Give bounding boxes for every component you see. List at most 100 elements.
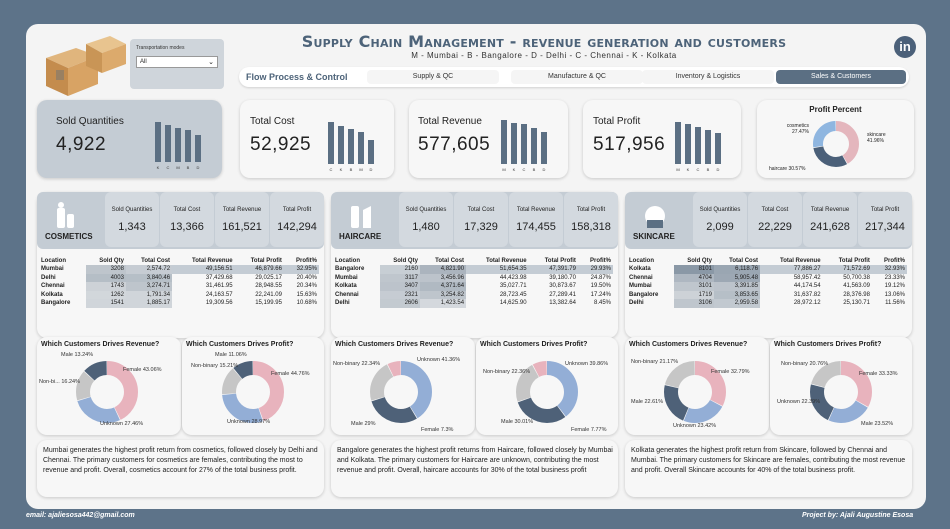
- donut-slice[interactable]: [664, 361, 726, 423]
- table-cell: Mumbai: [41, 266, 64, 273]
- table-cell: 41,563.09: [843, 283, 870, 290]
- table-cell: Delhi: [629, 300, 644, 307]
- section-cosmetics: COSMETICS Sold Quantities 1,343 Total Cost 1…: [37, 192, 324, 338]
- column-header[interactable]: Profit%: [884, 257, 905, 264]
- table-row[interactable]: Bangalore 1541 1,885.17 19,309.56 15,199.95 1…: [39, 299, 319, 308]
- donut-slice[interactable]: [810, 361, 872, 423]
- donut-slice[interactable]: [76, 361, 138, 423]
- stat-value: 161,521: [222, 221, 262, 233]
- kpi-label: Sold Quantities: [56, 116, 124, 127]
- tab-manufacture-qc[interactable]: Manufacture & QC: [511, 70, 643, 84]
- table-cell: 2,574.72: [125, 265, 173, 274]
- donut-label: Male 22.61%: [631, 399, 664, 405]
- donut-slice[interactable]: [664, 361, 726, 423]
- profit-customers-card: Which Customers Drives Profit?: [476, 337, 618, 435]
- table-cell: Bangalore: [629, 291, 659, 298]
- transport-mode-select[interactable]: All ⌄: [136, 56, 218, 68]
- mini-tick-label: D: [716, 167, 720, 172]
- column-header[interactable]: Profit%: [296, 257, 317, 264]
- mini-bar: [368, 139, 374, 164]
- column-header[interactable]: Total Profit: [250, 257, 282, 264]
- column-header[interactable]: Total Revenue: [485, 257, 527, 264]
- column-header[interactable]: Total Revenue: [779, 257, 821, 264]
- donut-slice[interactable]: [370, 361, 432, 423]
- column-header[interactable]: Location: [41, 257, 66, 264]
- linkedin-icon[interactable]: in: [894, 36, 916, 58]
- table-row[interactable]: Kolkata 3407 4,371.64 35,027.71 30,873.67 19.…: [333, 282, 613, 291]
- column-header[interactable]: Total Cost: [729, 257, 759, 264]
- insight-text: Bangalore generates the highest profit r…: [337, 447, 613, 474]
- table-cell: Chennai: [41, 283, 65, 290]
- table-row[interactable]: Kolkata 1262 1,791.34 24,163.57 22,241.09 15.…: [39, 290, 319, 299]
- table-row[interactable]: Chennai 1743 3,274.71 31,461.95 28,948.55 20.…: [39, 282, 319, 291]
- column-header[interactable]: Profit%: [590, 257, 611, 264]
- table-cell: 27,289.41: [549, 291, 576, 298]
- donut-slice[interactable]: [222, 361, 284, 423]
- column-header[interactable]: Total Cost: [141, 257, 171, 264]
- table-row[interactable]: Delhi 2606 1,423.54 14,625.90 13,382.64 8.45%: [333, 299, 613, 308]
- column-header[interactable]: Total Profit: [544, 257, 576, 264]
- table-row[interactable]: Mumbai 3101 3,391.85 44,174.54 41,563.09 19.1…: [627, 282, 907, 291]
- table-cell: 10.68%: [296, 300, 317, 307]
- table-cell: 2606: [379, 299, 420, 308]
- donut-slice[interactable]: [222, 361, 284, 423]
- table-cell: 15.63%: [296, 291, 317, 298]
- table-cell: 4003: [85, 273, 126, 282]
- table-row[interactable]: Kolkata 8101 6,118.76 77,886.27 71,572.69 32.…: [627, 265, 907, 274]
- donut-slice[interactable]: [370, 361, 432, 423]
- table-cell: 24.87%: [590, 274, 611, 281]
- donut-slice[interactable]: [76, 361, 138, 423]
- table-row[interactable]: Chennai 4704 5,905.48 58,957.42 50,700.38 23.…: [627, 273, 907, 282]
- column-header[interactable]: Total Profit: [838, 257, 870, 264]
- donut-slice[interactable]: [516, 361, 578, 423]
- donut-slice[interactable]: [516, 361, 578, 423]
- table-row[interactable]: Mumbai 3117 3,456.96 44,423.98 39,180.70 24.8…: [333, 273, 613, 282]
- column-header[interactable]: Location: [629, 257, 654, 264]
- column-header[interactable]: Total Revenue: [191, 257, 233, 264]
- table-cell: 11.56%: [885, 300, 905, 307]
- donut-slice[interactable]: [664, 361, 726, 423]
- cosmetics-icon: [57, 202, 74, 228]
- mini-bar: [705, 129, 711, 164]
- donut-slice[interactable]: [222, 361, 284, 423]
- table-cell: 28,723.45: [499, 291, 527, 298]
- footer-email: email: ajaliesosa442@gmail.com: [26, 512, 135, 519]
- tab-sales-customers[interactable]: Sales & Customers: [776, 70, 906, 84]
- donut-label: Non-bi... 16.24%: [39, 379, 80, 385]
- donut-slice[interactable]: [810, 361, 872, 423]
- table-row[interactable]: Bangalore 2160 4,821.90 51,654.35 47,391.79 2…: [333, 265, 613, 274]
- donut-label: Male 29%: [351, 421, 376, 427]
- table-row[interactable]: Delhi 4003 3,840.46 37,429.68 29,025.17 20.40…: [39, 273, 319, 282]
- stat-label: Total Revenue: [810, 207, 850, 213]
- donut-slice[interactable]: [813, 121, 859, 167]
- column-header[interactable]: Sold Qty: [687, 257, 712, 264]
- column-header[interactable]: Sold Qty: [393, 257, 418, 264]
- location-table: Location Sold Qty Total Cost Total Revenue T…: [333, 256, 613, 308]
- table-row[interactable]: Bangalore 1719 3,853.65 31,637.82 28,376.98 1…: [627, 290, 907, 299]
- profit-percent-card: Profit Percent cosmetics 27.47% skincare 4…: [757, 100, 914, 178]
- table-row[interactable]: Mumbai 3208 2,574.72 49,156.51 46,879.66 32.9…: [39, 265, 319, 274]
- table-row[interactable]: Delhi 3106 2,959.58 28,972.12 25,130.71 11.56…: [627, 299, 907, 308]
- table-cell: 2321: [379, 290, 420, 299]
- donut-slice[interactable]: [516, 361, 578, 423]
- flow-label: Flow Process & Control: [246, 72, 348, 82]
- donut-slice[interactable]: [370, 361, 432, 423]
- stat-value: 241,628: [810, 221, 850, 233]
- column-header[interactable]: Total Cost: [435, 257, 465, 264]
- stat-value: 2,099: [706, 221, 734, 233]
- table-row[interactable]: Chennai 2321 3,254.82 28,723.45 27,289.41 17.…: [333, 290, 613, 299]
- column-header[interactable]: Sold Qty: [99, 257, 124, 264]
- donut-slice[interactable]: [76, 361, 138, 423]
- mini-bar: [521, 124, 527, 164]
- tab-inventory-logistics[interactable]: Inventory & Logistics: [642, 70, 774, 84]
- column-header[interactable]: Location: [335, 257, 360, 264]
- donut-slice[interactable]: [810, 361, 872, 423]
- donut-label: Unknown 27.46%: [100, 421, 144, 427]
- chart-title: Which Customers Drives Profit?: [480, 341, 588, 348]
- mini-bar: [328, 122, 334, 164]
- table-cell: 3,254.82: [419, 290, 467, 299]
- table-cell: Kolkata: [41, 291, 63, 298]
- tab-supply-qc[interactable]: Supply & QC: [367, 70, 499, 84]
- donut-slice[interactable]: [813, 121, 859, 167]
- stat-cell: [803, 192, 857, 247]
